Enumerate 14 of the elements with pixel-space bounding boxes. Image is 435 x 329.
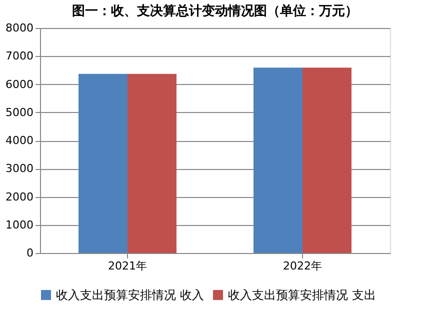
y-tick-label: 7000: [6, 50, 34, 63]
x-tick-label: 2022年: [283, 260, 322, 272]
y-tick-label: 2000: [6, 190, 34, 204]
y-tick-label: 3000: [6, 162, 34, 176]
y-tick-label: 8000: [6, 22, 34, 34]
chart-title: 图一：收、支决算总计变动情况图（单位：万元）: [72, 3, 358, 19]
y-tick-label: 0: [26, 246, 34, 260]
legend-label: 收入支出预算安排情况 支出: [228, 288, 376, 302]
x-tick-label: 2021年: [108, 260, 147, 272]
y-tick-label: 4000: [6, 134, 34, 147]
y-tick-label: 5000: [6, 106, 34, 119]
y-tick-label: 1000: [6, 218, 34, 232]
legend-label: 收入支出预算安排情况 收入: [56, 288, 204, 302]
y-tick-label: 6000: [6, 78, 34, 91]
